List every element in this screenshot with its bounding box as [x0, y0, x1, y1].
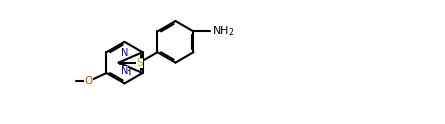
Text: N: N	[121, 48, 128, 58]
Text: NH$_2$: NH$_2$	[212, 25, 234, 38]
Text: O: O	[84, 76, 93, 86]
Text: N: N	[121, 66, 128, 76]
Text: H: H	[124, 67, 132, 77]
Text: S: S	[136, 58, 143, 68]
